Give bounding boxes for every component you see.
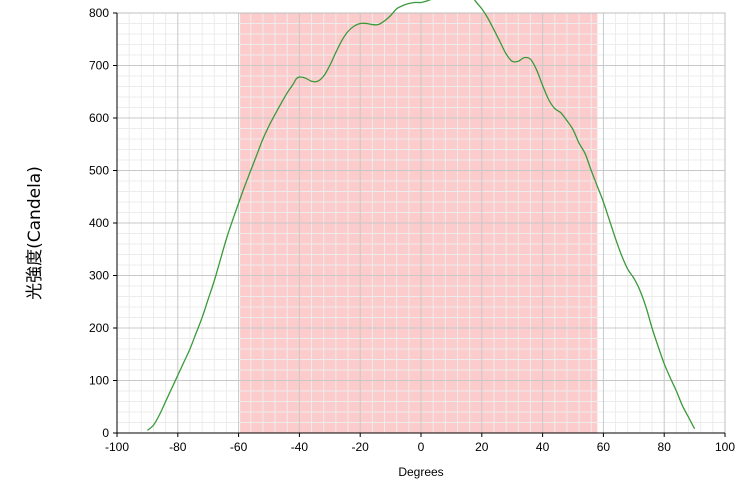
y-tick-label: 400	[89, 216, 109, 230]
x-tick-label: -60	[230, 440, 248, 454]
y-axis-title: 光強度(Candela)	[25, 166, 45, 300]
x-tick-label: 80	[658, 440, 672, 454]
y-tick-label: 200	[89, 321, 109, 335]
x-tick-label: -80	[169, 440, 187, 454]
x-tick-label: 20	[475, 440, 489, 454]
x-tick-label: 60	[597, 440, 611, 454]
y-axis-ticks: 0 100 200 300 400 500 600 700 800	[89, 6, 117, 440]
y-tick-label: 100	[89, 374, 109, 388]
major-grid	[116, 12, 726, 434]
x-axis-title: Degrees	[398, 465, 443, 479]
x-axis-ticks: -100 -80 -60 -40 -20 0 20 40 60 80 100	[105, 433, 735, 454]
y-tick-label: 300	[89, 269, 109, 283]
series-line	[146, 0, 696, 431]
y-tick-label: 700	[89, 59, 109, 73]
y-tick-label: 500	[89, 164, 109, 178]
y-tick-label: 0	[102, 426, 109, 440]
x-tick-label: 40	[536, 440, 550, 454]
x-tick-label: -100	[105, 440, 129, 454]
x-tick-label: -20	[352, 440, 370, 454]
y-tick-label: 600	[89, 111, 109, 125]
y-tick-label: 800	[89, 6, 109, 20]
x-tick-label: 100	[715, 440, 735, 454]
x-tick-label: 0	[418, 440, 425, 454]
x-tick-label: -40	[291, 440, 309, 454]
